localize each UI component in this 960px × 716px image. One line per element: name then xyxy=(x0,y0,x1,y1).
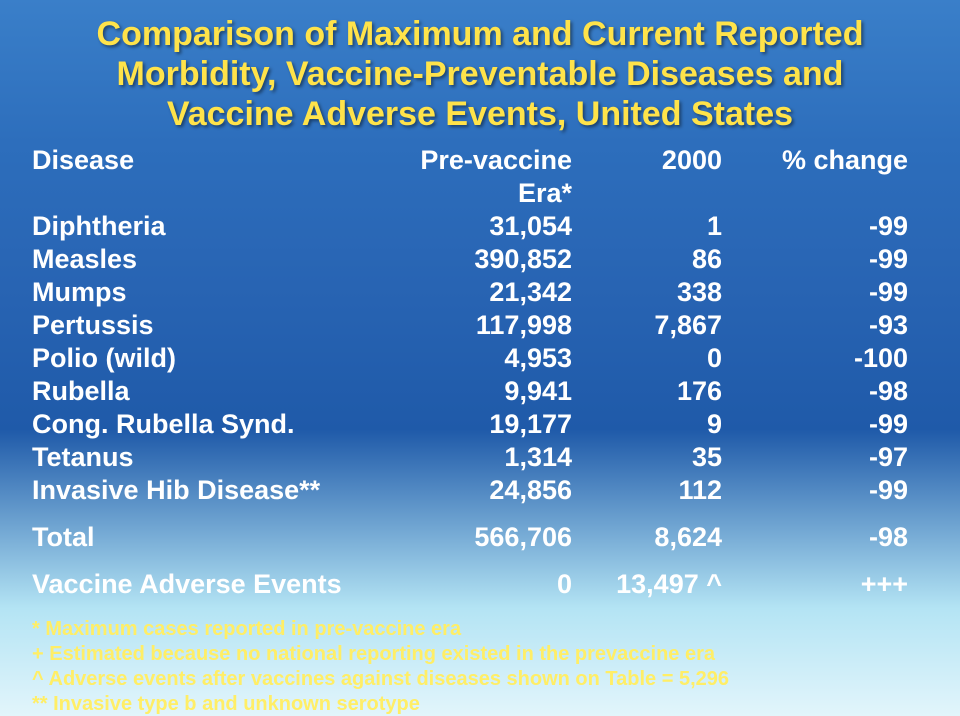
cell-disease: Polio (wild) xyxy=(32,342,402,375)
cell-year: 1 xyxy=(602,210,752,243)
total-label: Total xyxy=(32,521,402,554)
cell-prevaccine: 19,177 xyxy=(402,408,602,441)
table-row: Measles390,85286-99 xyxy=(32,243,928,276)
col-disease: Disease xyxy=(32,144,402,210)
cell-prevaccine: 21,342 xyxy=(402,276,602,309)
table-row: Invasive Hib Disease**24,856112-99 xyxy=(32,474,928,507)
cell-change: -99 xyxy=(752,474,928,507)
title-line-1: Comparison of Maximum and Current Report… xyxy=(32,14,928,54)
table-row: Pertussis117,9987,867-93 xyxy=(32,309,928,342)
cell-prevaccine: 31,054 xyxy=(402,210,602,243)
table-row: Rubella9,941176-98 xyxy=(32,375,928,408)
cell-change: -97 xyxy=(752,441,928,474)
col-change: % change xyxy=(752,144,928,210)
total-prevaccine: 566,706 xyxy=(402,521,602,554)
cell-change: -100 xyxy=(752,342,928,375)
cell-disease: Rubella xyxy=(32,375,402,408)
cell-year: 7,867 xyxy=(602,309,752,342)
table-row: Cong. Rubella Synd.19,1779-99 xyxy=(32,408,928,441)
col-year: 2000 xyxy=(602,144,752,210)
total-year: 8,624 xyxy=(602,521,752,554)
cell-disease: Measles xyxy=(32,243,402,276)
table-header-row: Disease Pre-vaccine Era* 2000 % change xyxy=(32,144,928,210)
adverse-prevaccine: 0 xyxy=(442,568,602,601)
footnote-line: ^ Adverse events after vaccines against … xyxy=(32,667,928,692)
adverse-year: 13,497 ^ xyxy=(602,568,752,601)
cell-disease: Tetanus xyxy=(32,441,402,474)
cell-disease: Pertussis xyxy=(32,309,402,342)
cell-change: -99 xyxy=(752,210,928,243)
cell-year: 35 xyxy=(602,441,752,474)
adverse-change: +++ xyxy=(752,568,928,601)
cell-year: 9 xyxy=(602,408,752,441)
table-total-row: Total 566,706 8,624 -98 xyxy=(32,521,928,554)
cell-change: -93 xyxy=(752,309,928,342)
cell-year: 0 xyxy=(602,342,752,375)
col-prevaccine: Pre-vaccine Era* xyxy=(402,144,602,210)
adverse-events-row: Vaccine Adverse Events 0 13,497 ^ +++ xyxy=(32,568,928,601)
cell-prevaccine: 9,941 xyxy=(402,375,602,408)
slide-title: Comparison of Maximum and Current Report… xyxy=(32,14,928,134)
total-change: -98 xyxy=(752,521,928,554)
cell-prevaccine: 117,998 xyxy=(402,309,602,342)
cell-year: 112 xyxy=(602,474,752,507)
cell-prevaccine: 4,953 xyxy=(402,342,602,375)
cell-year: 176 xyxy=(602,375,752,408)
morbidity-table: Disease Pre-vaccine Era* 2000 % change D… xyxy=(32,144,928,600)
cell-disease: Mumps xyxy=(32,276,402,309)
cell-prevaccine: 1,314 xyxy=(402,441,602,474)
title-line-3: Vaccine Adverse Events, United States xyxy=(32,94,928,134)
adverse-label: Vaccine Adverse Events xyxy=(32,568,442,601)
cell-disease: Diphtheria xyxy=(32,210,402,243)
table-row: Mumps21,342338-99 xyxy=(32,276,928,309)
cell-year: 338 xyxy=(602,276,752,309)
cell-prevaccine: 390,852 xyxy=(402,243,602,276)
cell-disease: Invasive Hib Disease** xyxy=(32,474,402,507)
cell-change: -99 xyxy=(752,408,928,441)
cell-change: -99 xyxy=(752,276,928,309)
footnote-line: ** Invasive type b and unknown serotype xyxy=(32,692,928,716)
cell-year: 86 xyxy=(602,243,752,276)
cell-change: -99 xyxy=(752,243,928,276)
cell-disease: Cong. Rubella Synd. xyxy=(32,408,402,441)
footnotes: * Maximum cases reported in pre-vaccine … xyxy=(32,617,928,716)
cell-prevaccine: 24,856 xyxy=(402,474,602,507)
cell-change: -98 xyxy=(752,375,928,408)
table-row: Diphtheria31,0541-99 xyxy=(32,210,928,243)
table-row: Polio (wild)4,9530-100 xyxy=(32,342,928,375)
footnote-line: * Maximum cases reported in pre-vaccine … xyxy=(32,617,928,642)
table-row: Tetanus1,31435-97 xyxy=(32,441,928,474)
footnote-line: + Estimated because no national reportin… xyxy=(32,642,928,667)
title-line-2: Morbidity, Vaccine-Preventable Diseases … xyxy=(32,54,928,94)
